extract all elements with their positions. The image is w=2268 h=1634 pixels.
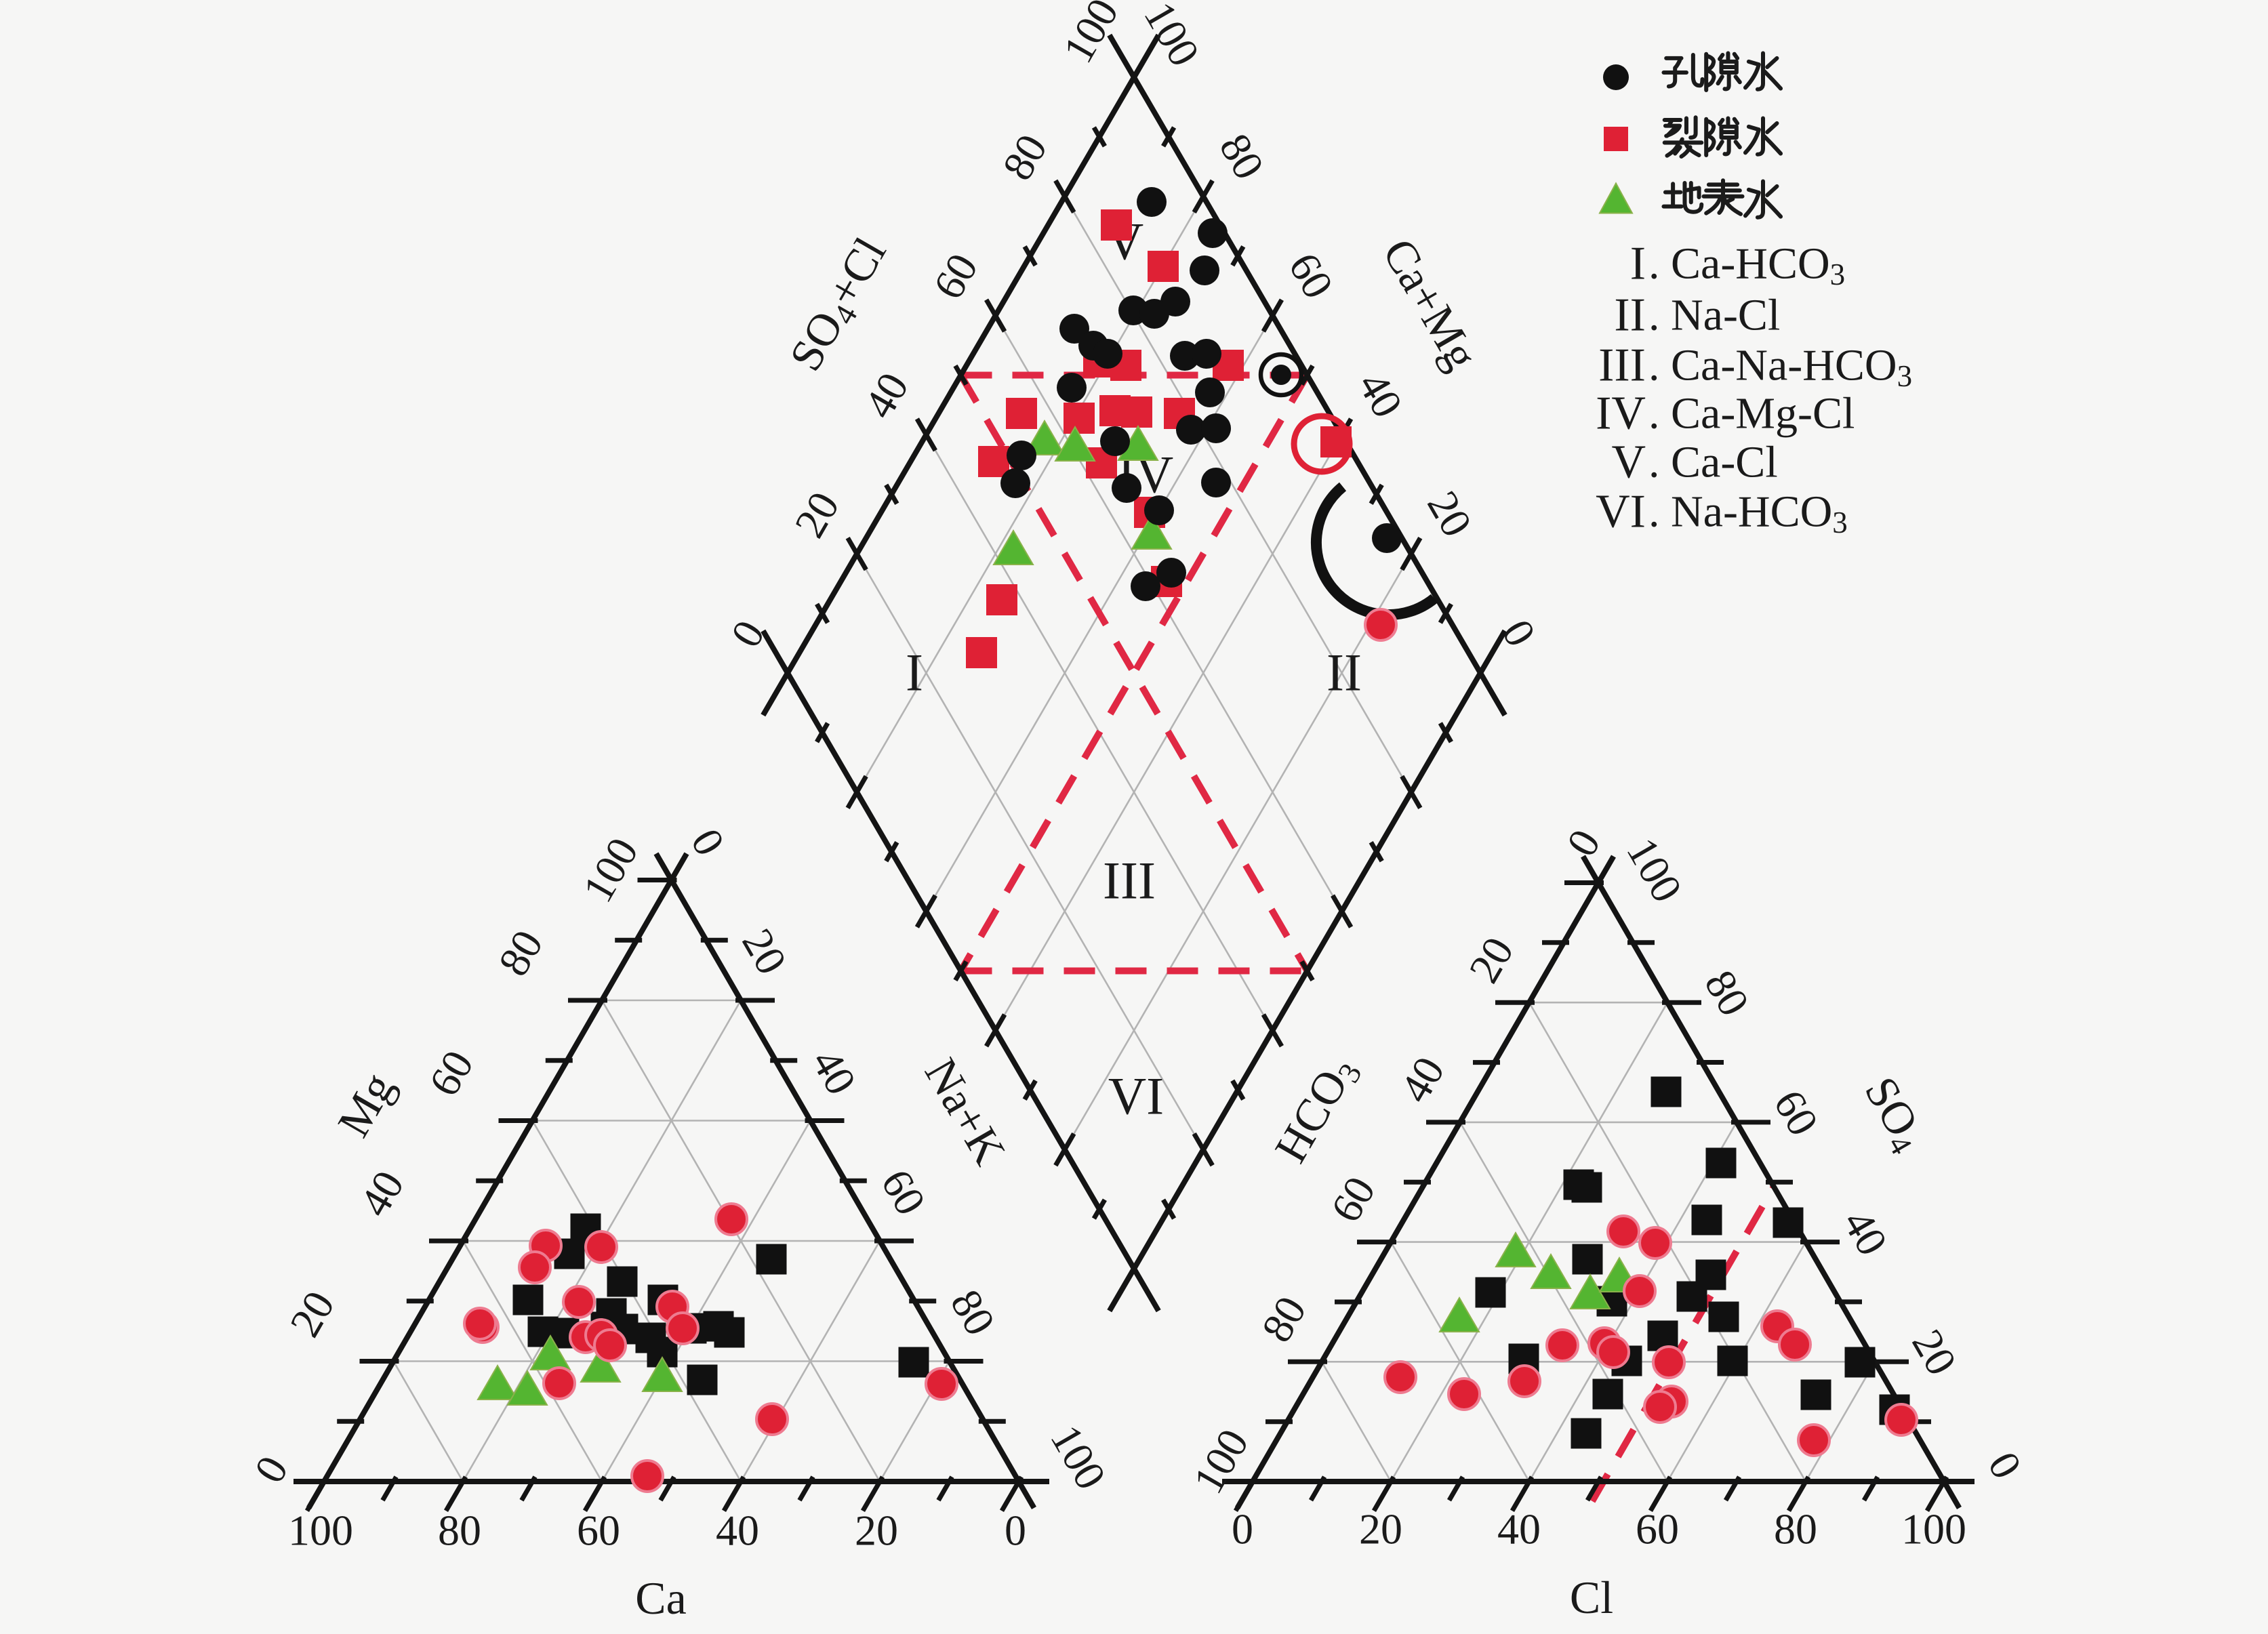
svg-text:II: II: [1327, 643, 1362, 702]
svg-text:. Ca-Na-HCO3: . Ca-Na-HCO3: [1648, 341, 1912, 394]
svg-text:60: 60: [1636, 1505, 1679, 1553]
svg-text:20: 20: [1359, 1505, 1402, 1553]
svg-text:80: 80: [438, 1507, 481, 1555]
svg-text:0: 0: [1232, 1505, 1253, 1553]
svg-text:. Ca-Mg-Cl: . Ca-Mg-Cl: [1648, 389, 1855, 438]
svg-text:III: III: [1598, 340, 1646, 392]
svg-text:III: III: [1103, 851, 1156, 910]
svg-text:20: 20: [855, 1507, 898, 1555]
svg-text:IV: IV: [1596, 388, 1646, 440]
svg-text:II: II: [1614, 289, 1646, 342]
svg-text:0: 0: [1005, 1507, 1026, 1555]
svg-text:Cl: Cl: [1570, 1572, 1613, 1623]
svg-text:I: I: [906, 643, 923, 702]
svg-text:VI: VI: [1596, 486, 1646, 538]
svg-text:. Na-HCO3: . Na-HCO3: [1648, 487, 1848, 540]
svg-text:100: 100: [288, 1507, 353, 1555]
svg-text:40: 40: [716, 1507, 759, 1555]
svg-text:. Ca-Cl: . Ca-Cl: [1648, 438, 1778, 487]
svg-text:VI: VI: [1108, 1067, 1164, 1126]
svg-text:60: 60: [577, 1507, 620, 1555]
svg-text:40: 40: [1497, 1505, 1541, 1553]
svg-text:. Ca-HCO3: . Ca-HCO3: [1648, 239, 1845, 292]
svg-text:Ca: Ca: [635, 1572, 687, 1624]
svg-text:100: 100: [1901, 1505, 1966, 1553]
svg-text:V: V: [1611, 436, 1646, 489]
svg-text:80: 80: [1774, 1505, 1817, 1553]
svg-text:. Na-Cl: . Na-Cl: [1648, 291, 1780, 340]
svg-text:I: I: [1630, 238, 1646, 290]
